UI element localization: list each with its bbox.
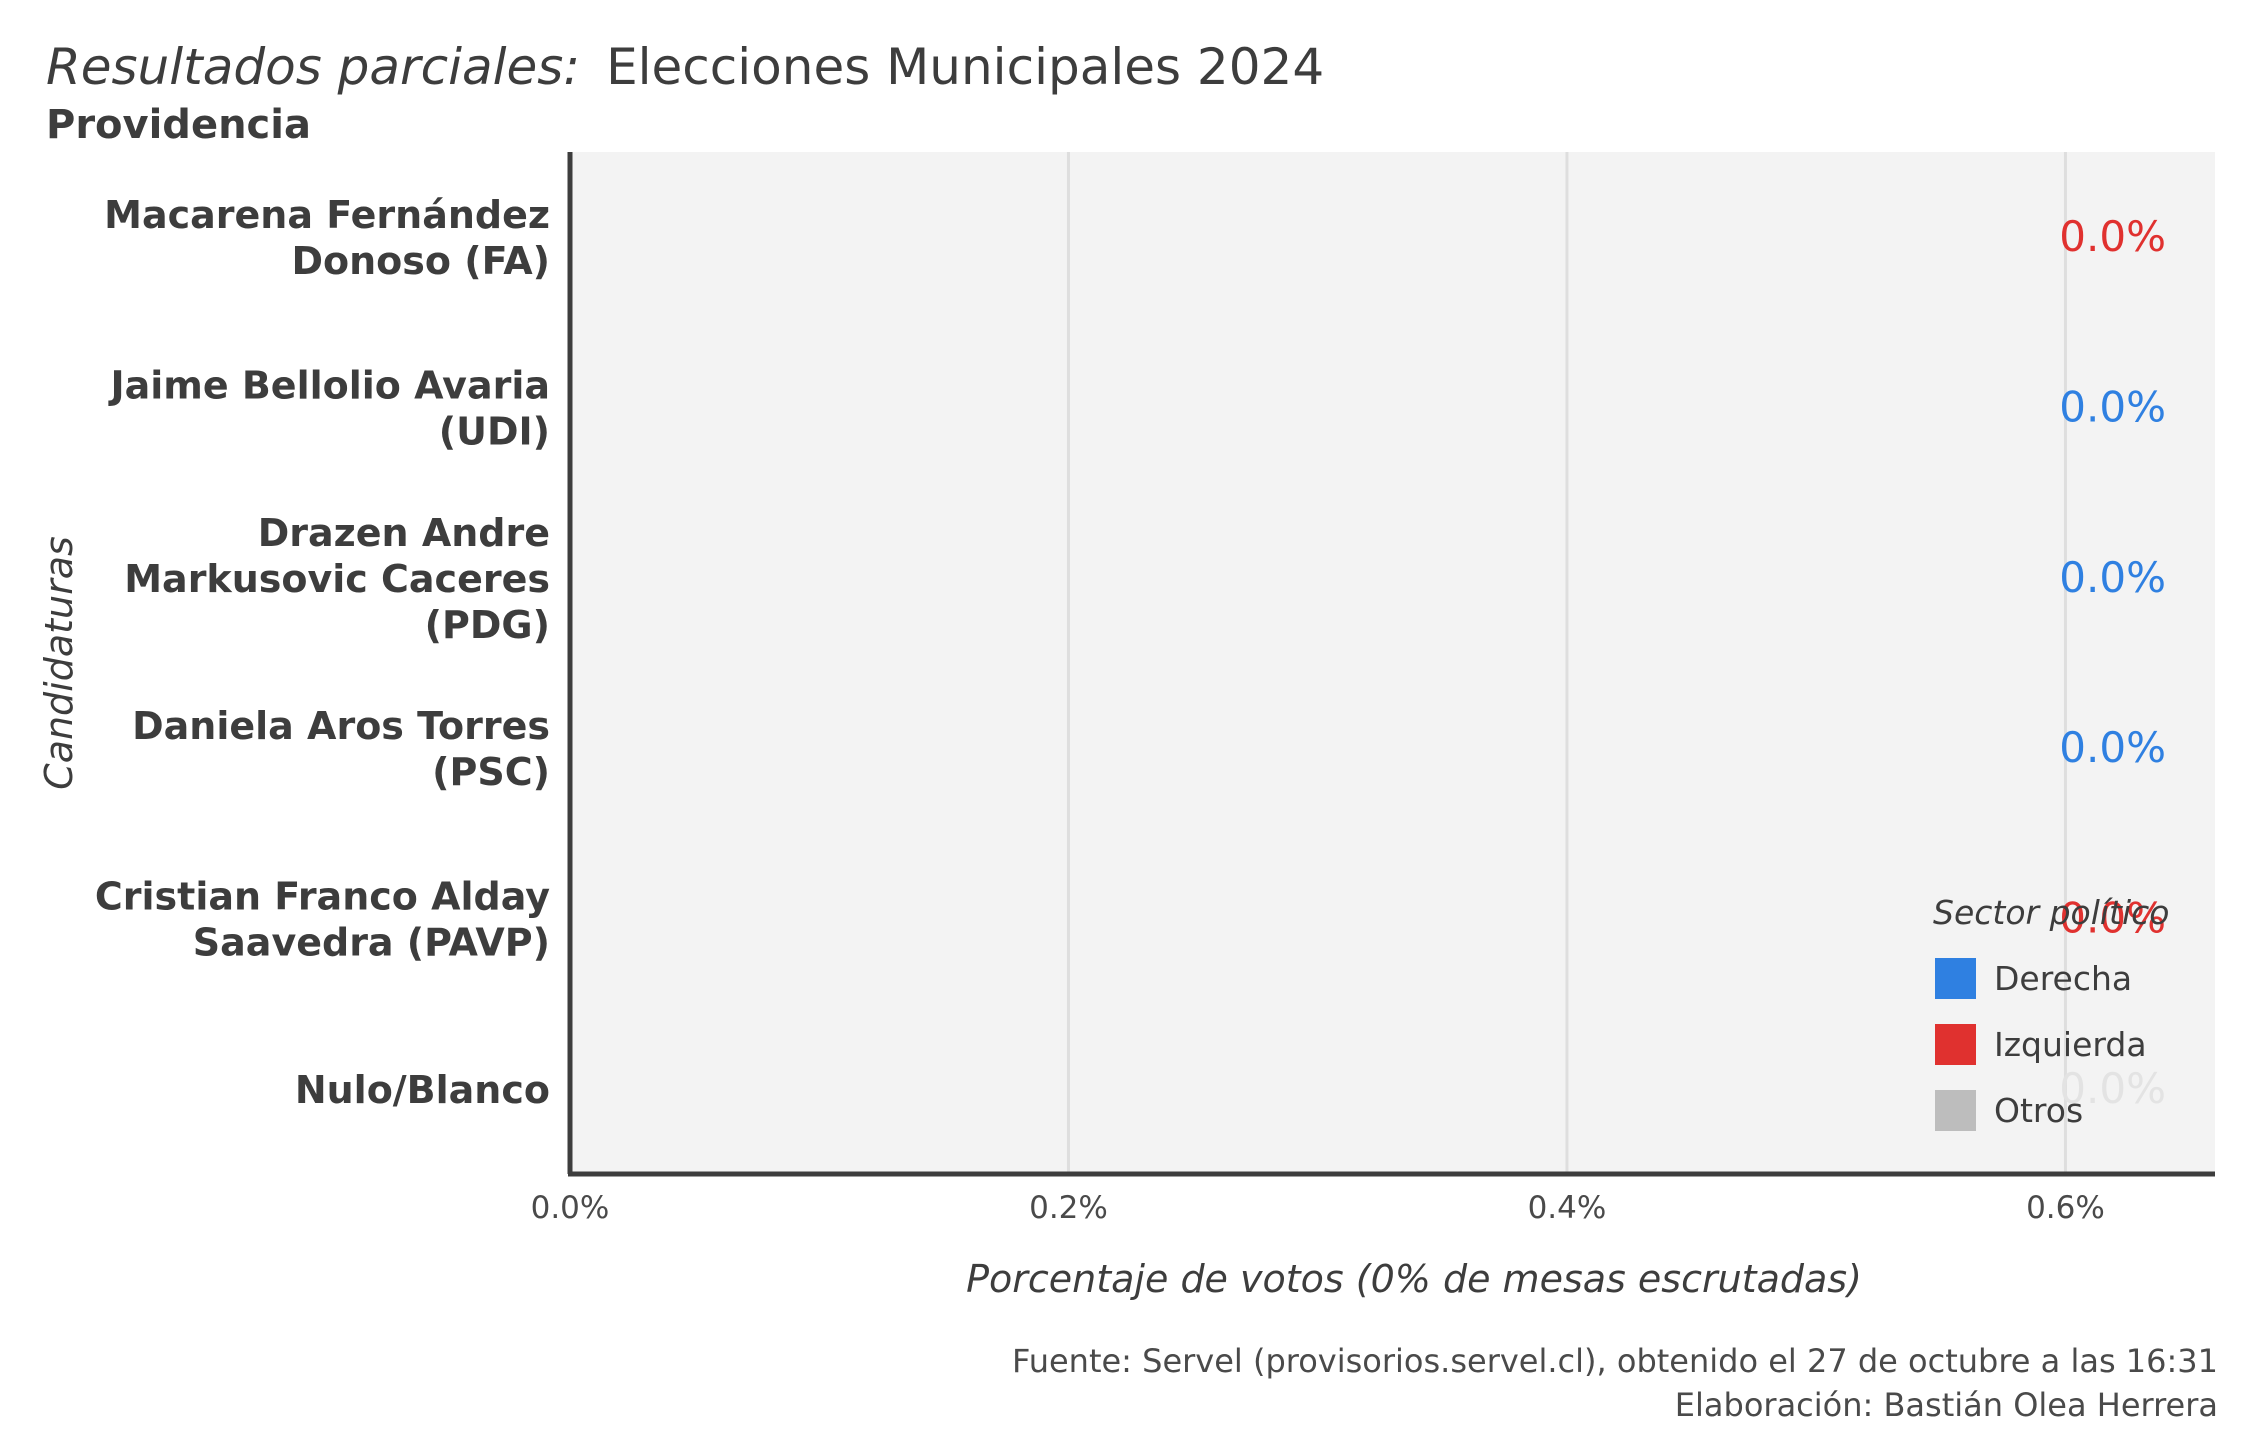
legend-swatch <box>1935 1090 1976 1131</box>
y-tick-label: Nulo/Blanco <box>295 1068 550 1112</box>
value-label: 0.0% <box>2059 894 2166 943</box>
x-tick-label: 0.2% <box>1029 1190 1108 1226</box>
value-label: 0.0% <box>2059 1064 2166 1113</box>
x-tick-labels: 0.0% 0.2% 0.4% 0.6% <box>531 1190 2105 1226</box>
y-tick-label: Macarena Fernández Donoso (FA) <box>104 193 550 283</box>
y-axis-title: Candidaturas <box>37 536 81 790</box>
x-tick-label: 0.0% <box>531 1190 610 1226</box>
chart-title-main: Elecciones Municipales 2024 <box>606 38 1324 96</box>
value-label: 0.0% <box>2059 723 2166 772</box>
legend-label: Otros <box>1994 1091 2083 1130</box>
legend-label: Izquierda <box>1994 1025 2147 1064</box>
caption-source: Fuente: Servel (provisorios.servel.cl), … <box>1012 1342 2218 1380</box>
x-tick-label: 0.6% <box>2026 1190 2105 1226</box>
legend-title: Sector político <box>1933 893 2170 932</box>
value-label: 0.0% <box>2059 212 2166 261</box>
value-labels: 0.0% 0.0% 0.0% 0.0% 0.0% 0.0% <box>2059 212 2166 1113</box>
chart-subtitle: Providencia <box>46 102 311 148</box>
legend-swatch <box>1935 958 1976 999</box>
y-tick-label: Daniela Aros Torres (PSC) <box>132 704 550 794</box>
y-tick-label: Cristian Franco Alday Saavedra (PAVP) <box>95 875 550 965</box>
x-tick-label: 0.4% <box>1528 1190 1607 1226</box>
chart-title: Resultados parciales: Elecciones Municip… <box>46 38 1324 96</box>
gridlines <box>1066 152 2067 1174</box>
value-label: 0.0% <box>2059 553 2166 602</box>
chart-title-prefix: Resultados parciales: <box>46 38 580 96</box>
y-tick-labels: Macarena Fernández Donoso (FA) Jaime Bello… <box>95 193 550 1112</box>
caption-author: Elaboración: Bastián Olea Herrera <box>1675 1386 2218 1424</box>
y-tick-label: Drazen Andre Markusovic Caceres (PDG) <box>124 511 550 647</box>
value-label: 0.0% <box>2059 383 2166 432</box>
legend-label: Derecha <box>1994 959 2132 998</box>
legend-swatch <box>1935 1024 1976 1065</box>
y-tick-label: Jaime Bellolio Avaria (UDI) <box>107 364 550 454</box>
legend: Sector político Derecha Izquierda Otros <box>1933 893 2170 1131</box>
x-axis-title: Porcentaje de votos (0% de mesas escruta… <box>966 1257 1862 1301</box>
plot-panel <box>570 152 2215 1174</box>
